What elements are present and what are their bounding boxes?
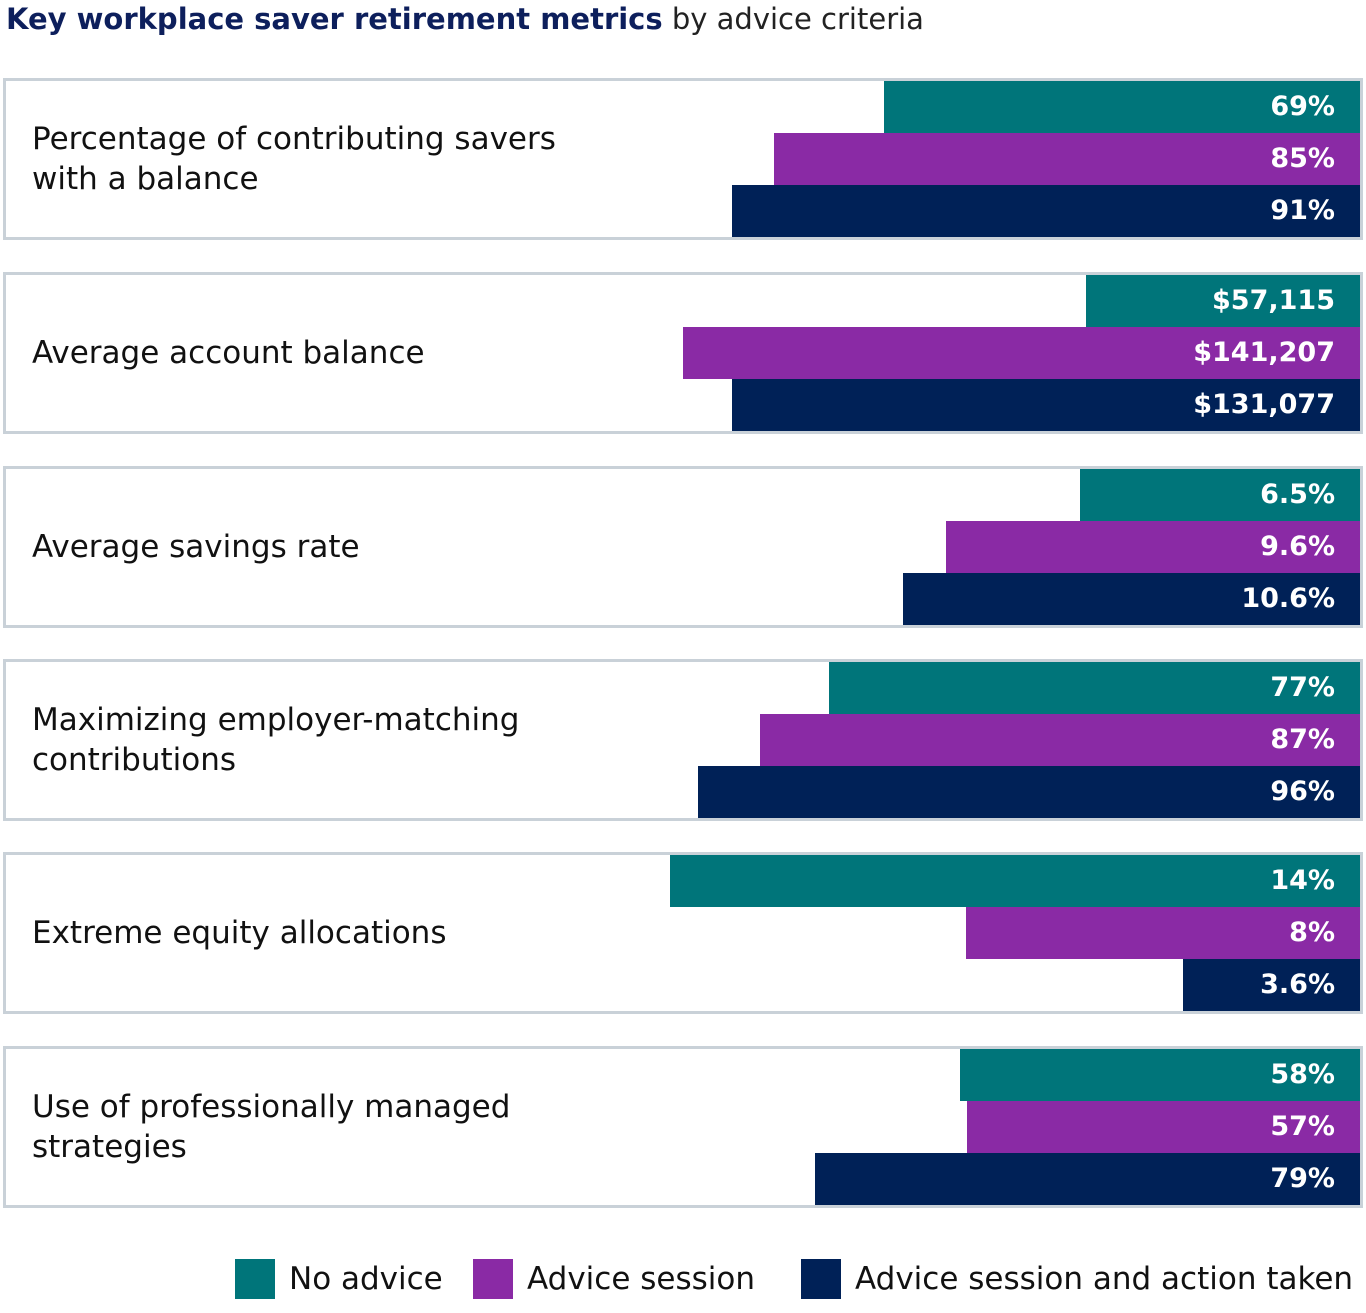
bar bbox=[946, 521, 1360, 573]
bar bbox=[759, 714, 1360, 766]
legend-label: Advice session bbox=[527, 1261, 756, 1297]
value-label: 10.6% bbox=[1241, 583, 1335, 614]
bar bbox=[1182, 959, 1360, 1011]
legend-item: Advice session and action taken bbox=[801, 1259, 1353, 1299]
legend-item: No advice bbox=[235, 1259, 443, 1299]
chart-subtitle: by advice criteria bbox=[671, 2, 924, 36]
bar bbox=[1086, 275, 1360, 327]
bar bbox=[965, 907, 1360, 959]
legend-label: No advice bbox=[289, 1261, 443, 1297]
value-label: $131,077 bbox=[1193, 389, 1335, 420]
panel: Average savings rate 6.5% 9.6% 10.6% bbox=[3, 466, 1363, 628]
value-label: 14% bbox=[1270, 865, 1335, 896]
value-label: 69% bbox=[1270, 91, 1335, 122]
legend-label: Advice session and action taken bbox=[855, 1261, 1354, 1297]
legend-swatch bbox=[473, 1259, 513, 1299]
value-label: 87% bbox=[1270, 724, 1335, 755]
title-block: Key workplace saver retirement metrics b… bbox=[6, 2, 924, 36]
bar bbox=[959, 1049, 1360, 1101]
legend-swatch bbox=[801, 1259, 841, 1299]
value-label: 77% bbox=[1270, 672, 1335, 703]
value-label: 57% bbox=[1270, 1111, 1335, 1142]
value-label: $57,115 bbox=[1212, 285, 1335, 316]
bar bbox=[773, 133, 1360, 185]
panel: Percentage of contributing savers with a… bbox=[3, 78, 1363, 240]
value-label: 85% bbox=[1270, 143, 1335, 174]
bar bbox=[966, 1101, 1360, 1153]
value-label: $141,207 bbox=[1193, 337, 1335, 368]
bar bbox=[732, 185, 1360, 237]
panel: Use of professionally managed strategies… bbox=[3, 1046, 1363, 1208]
bar bbox=[814, 1153, 1360, 1205]
category-label: Average account balance bbox=[32, 335, 425, 371]
value-label: 6.5% bbox=[1260, 479, 1335, 510]
value-label: 9.6% bbox=[1260, 531, 1335, 562]
bar bbox=[697, 766, 1360, 818]
category-label: Percentage of contributing savers with a… bbox=[32, 121, 556, 197]
bar bbox=[828, 662, 1360, 714]
bar bbox=[902, 573, 1360, 625]
panel: Extreme equity allocations 14% 8% 3.6% bbox=[3, 852, 1363, 1014]
value-label: 58% bbox=[1270, 1059, 1335, 1090]
panel: Maximizing employer-matching contributio… bbox=[3, 659, 1363, 821]
legend-item: Advice session bbox=[473, 1259, 755, 1299]
value-label: 91% bbox=[1270, 195, 1335, 226]
bar bbox=[883, 81, 1360, 133]
category-label: Extreme equity allocations bbox=[32, 915, 447, 951]
value-label: 79% bbox=[1270, 1163, 1335, 1194]
bar bbox=[670, 855, 1360, 907]
bar bbox=[731, 379, 1360, 431]
panel: Average account balance $57,115 $141,207 $1… bbox=[3, 272, 1363, 434]
category-label: Average savings rate bbox=[32, 529, 360, 565]
bar bbox=[1079, 469, 1360, 521]
category-label: Use of professionally managed strategies bbox=[32, 1089, 511, 1165]
value-label: 96% bbox=[1270, 776, 1335, 807]
value-label: 8% bbox=[1289, 917, 1335, 948]
legend-swatch bbox=[235, 1259, 275, 1299]
value-label: 3.6% bbox=[1260, 969, 1335, 1000]
bar bbox=[683, 327, 1360, 379]
category-label: Maximizing employer-matching contributio… bbox=[32, 702, 520, 778]
chart-title: Key workplace saver retirement metrics bbox=[6, 2, 663, 36]
